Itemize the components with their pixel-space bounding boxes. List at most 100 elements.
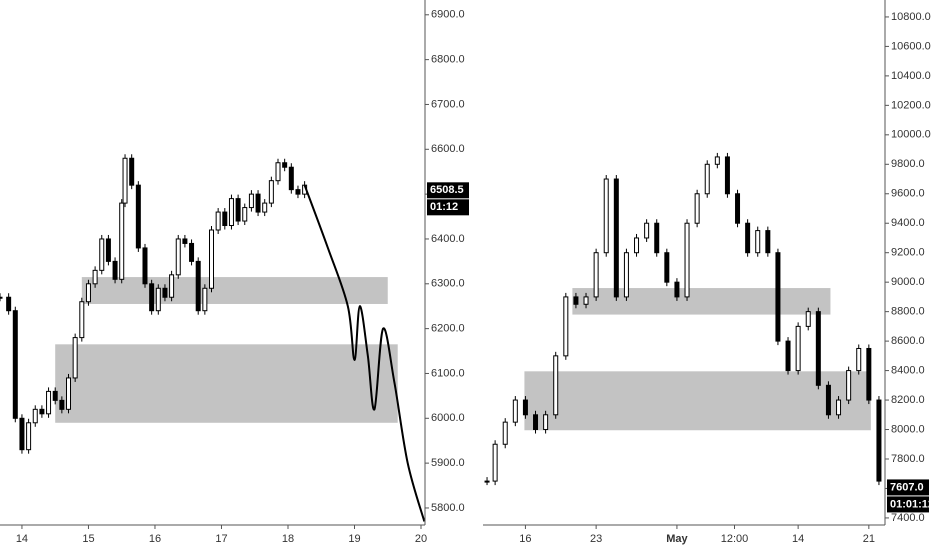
countdown-label: 01:12 — [430, 201, 458, 213]
chart-panel: 7400.07600.07800.08000.08200.08400.08600… — [483, 0, 932, 545]
candle-body — [169, 274, 175, 298]
x-tick-label: 23 — [590, 533, 602, 545]
candle — [836, 396, 842, 419]
zone — [55, 344, 398, 423]
y-tick-label: 8200.0 — [891, 394, 925, 406]
candle-body — [654, 222, 660, 254]
y-tick-label: 6700.0 — [431, 98, 465, 110]
candle — [189, 239, 195, 266]
candle — [613, 175, 619, 301]
candle — [295, 185, 301, 199]
candle-body — [149, 283, 155, 312]
zone — [81, 277, 388, 304]
candle-body — [593, 252, 599, 298]
candle — [135, 181, 141, 252]
y-tick-label: 6800.0 — [431, 54, 465, 66]
y-tick-label: 6300.0 — [431, 278, 465, 290]
x-tick-label: 14 — [792, 533, 804, 545]
candle — [755, 226, 761, 257]
candle — [724, 152, 730, 198]
candle — [255, 190, 261, 217]
candle — [155, 284, 161, 315]
candle — [765, 226, 771, 257]
y-tick-label: 8400.0 — [891, 364, 925, 376]
candle — [674, 278, 680, 301]
x-tick-label: 21 — [863, 533, 875, 545]
candle — [563, 292, 569, 360]
y-tick-label: 10800.0 — [891, 11, 931, 23]
candle-body — [195, 260, 201, 312]
candle-body — [105, 238, 111, 262]
candle — [46, 387, 52, 418]
candle-body — [295, 189, 301, 195]
candle-body — [202, 287, 208, 312]
candle — [169, 270, 175, 302]
candle-body — [522, 399, 528, 416]
candle — [664, 248, 670, 287]
candle — [512, 396, 518, 427]
candle-body — [795, 325, 801, 372]
candle-body — [85, 283, 91, 303]
candle — [99, 234, 105, 275]
candle — [775, 248, 781, 346]
candle — [0, 293, 3, 302]
candle-body — [674, 281, 680, 298]
candle — [228, 194, 234, 230]
candle — [654, 219, 660, 257]
y-tick-label: 10000.0 — [891, 129, 931, 141]
candle-body — [502, 421, 508, 445]
candle-body — [805, 311, 811, 327]
candle-body — [19, 417, 25, 451]
candle-body — [583, 296, 589, 305]
candle — [248, 190, 254, 212]
candle — [39, 405, 45, 418]
candle — [644, 219, 650, 242]
candle-body — [775, 252, 781, 342]
countdown-label: 01:01:12 — [890, 498, 932, 510]
candle-body — [876, 399, 882, 482]
y-tick-label: 9800.0 — [891, 158, 925, 170]
candle — [543, 410, 549, 434]
candle — [684, 219, 690, 301]
candle-body — [182, 238, 188, 244]
x-tick-label: 16 — [519, 533, 531, 545]
chart-panel: 5800.0 5900.0 6000.0 6100.0 6200.0 6300.0 6400… — [0, 0, 469, 545]
candle — [129, 154, 135, 190]
candle-body — [533, 414, 539, 431]
zone — [572, 288, 831, 315]
candle — [92, 266, 98, 288]
candle — [553, 351, 559, 419]
candle-body — [282, 162, 288, 168]
candle-body — [175, 238, 181, 276]
candle-body — [32, 408, 38, 424]
candle — [805, 307, 811, 331]
candle-body — [512, 399, 518, 423]
candle-body — [79, 301, 85, 339]
candle — [72, 333, 78, 382]
y-tick-label: 9000.0 — [891, 276, 925, 288]
candle — [573, 292, 579, 309]
x-tick-label: May — [666, 533, 688, 545]
candle-body — [613, 178, 619, 298]
candle-body — [492, 443, 498, 482]
candle-body — [235, 198, 241, 222]
y-tick-label: 8800.0 — [891, 306, 925, 318]
last-price-label: 6508.5 — [430, 184, 464, 196]
candle-body — [785, 340, 791, 372]
candle-body — [162, 287, 168, 298]
candle-body — [255, 193, 261, 213]
y-tick-label: 6200.0 — [431, 323, 465, 335]
candle-body — [704, 163, 710, 195]
y-tick-label: 10200.0 — [891, 99, 931, 111]
candle — [66, 373, 72, 414]
candle-body — [39, 408, 45, 415]
candle-body — [228, 198, 234, 227]
candle — [275, 158, 281, 185]
candle — [846, 366, 852, 405]
candle — [866, 344, 872, 405]
y-tick-label: 7800.0 — [891, 453, 925, 465]
candle — [149, 279, 155, 315]
y-tick-label: 9400.0 — [891, 217, 925, 229]
candle-body — [288, 166, 294, 191]
last-price-box — [427, 182, 469, 199]
